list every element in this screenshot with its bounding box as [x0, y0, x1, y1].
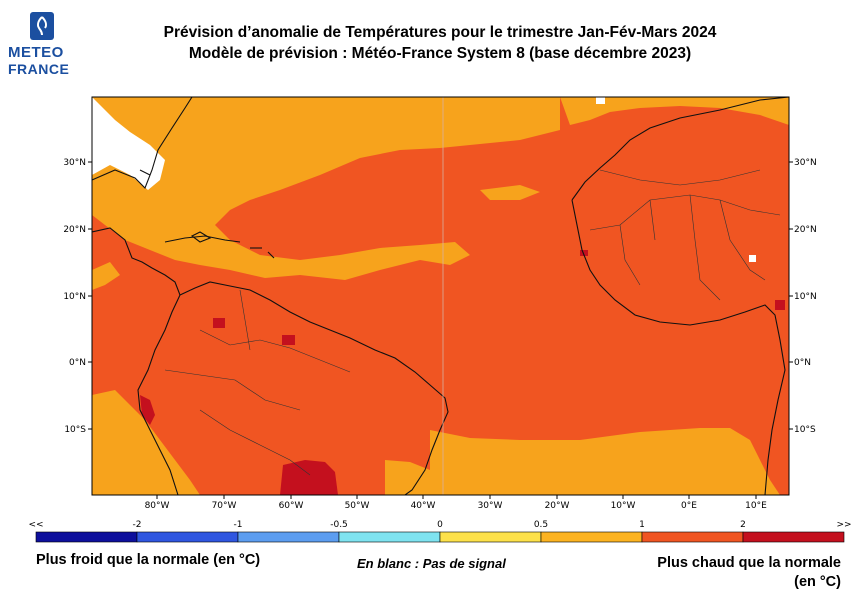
lon-label: 10°W [611, 501, 636, 511]
colorbar-segment [237, 531, 340, 543]
lat-label-left: 0°N [69, 358, 86, 368]
logo-badge-icon [30, 12, 54, 40]
colorbar-tick-label: -1 [234, 520, 243, 530]
coastlines [92, 97, 789, 495]
colorbar-tick-label: -2 [133, 520, 142, 530]
lon-label: 20°W [545, 501, 570, 511]
lat-label-left: 10°S [64, 425, 86, 435]
colorbar-tick-label: 0 [437, 520, 443, 530]
lat-label-left: 10°N [63, 292, 86, 302]
map-title: Prévision d’anomalie de Températures pou… [163, 24, 717, 41]
colorbar-tick-label: >> [836, 520, 851, 530]
legend-warmer-label: Plus chaud que la normale (en °C) [657, 555, 841, 590]
colorbar-tick-label: 1 [639, 520, 645, 530]
strong-anomaly-zones [140, 250, 785, 495]
colorbar-tick-label: 2 [740, 520, 746, 530]
logo-text-meteo: METEO [8, 44, 64, 61]
colorbar-tick-label: 0.5 [534, 520, 548, 530]
legend-colder-label: Plus froid que la normale (en °C) [36, 552, 261, 568]
lon-label: 80°W [145, 501, 170, 511]
lat-label-right: 10°N [794, 292, 817, 302]
meteo-france-logo: METEO FRANCE [6, 12, 78, 82]
colorbar-segment [742, 531, 845, 543]
lon-label: 0°E [681, 501, 697, 511]
map-subtitle: Modèle de prévision : Météo-France Syste… [188, 45, 692, 62]
lon-label: 10°E [745, 501, 767, 511]
country-borders [164, 169, 781, 476]
lat-label-left: 30°N [63, 158, 86, 168]
lon-label: 40°W [411, 501, 436, 511]
lon-label: 60°W [279, 501, 304, 511]
lat-label-right: 20°N [794, 225, 817, 235]
lat-label-left: 20°N [63, 225, 86, 235]
colorbar-segment [338, 531, 441, 543]
lon-label: 30°W [478, 501, 503, 511]
lon-label: 50°W [345, 501, 370, 511]
lat-label-right: 30°N [794, 158, 817, 168]
lat-label-right: 0°N [794, 358, 811, 368]
logo-text-france: FRANCE [8, 61, 70, 77]
no-signal-zones [92, 97, 756, 262]
colorbar-segment [35, 531, 138, 543]
colorbar-tick-label: -0.5 [330, 520, 348, 530]
colorbar-tick-label: << [28, 520, 43, 530]
colorbar-segment [540, 531, 643, 543]
lon-label: 70°W [212, 501, 237, 511]
lat-label-right: 10°S [794, 425, 816, 435]
colorbar-segment [439, 531, 542, 543]
colorbar-segment [136, 531, 239, 543]
colorbar-segment [641, 531, 744, 543]
legend-no-signal-note: En blanc : Pas de signal [357, 556, 506, 571]
